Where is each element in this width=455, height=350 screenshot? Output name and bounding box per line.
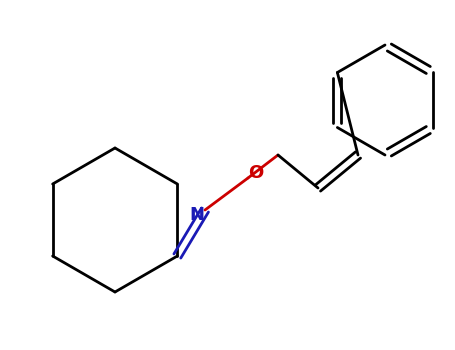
Text: O: O [248,164,263,182]
Text: N: N [189,206,204,224]
